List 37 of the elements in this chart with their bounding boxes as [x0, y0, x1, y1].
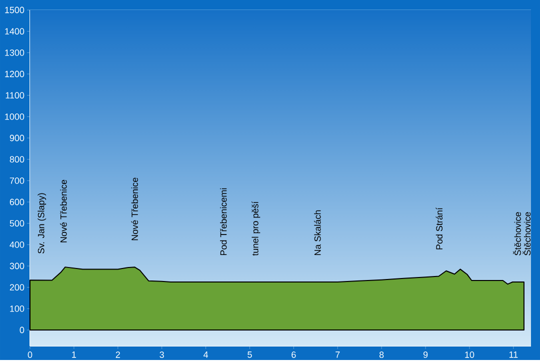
y-tick-label: 200 — [10, 284, 24, 290]
y-tick-label: 1400 — [5, 28, 24, 34]
y-tick-label: 400 — [10, 241, 24, 248]
annotation: Pod Třebenicemi — [220, 188, 227, 255]
annotation: Pod Strání — [436, 207, 443, 250]
annotation: Štěchovice — [522, 212, 531, 256]
x-tick-label: 1 — [72, 351, 76, 358]
y-tick-label: 1300 — [5, 49, 24, 56]
y-tick-label: 1200 — [5, 70, 24, 78]
x-tick-label: 9 — [423, 351, 428, 358]
annotation: tunel pro pěší — [252, 201, 260, 256]
x-tick-label: 7 — [336, 351, 340, 358]
x-tick-label: 5 — [248, 351, 252, 358]
y-tick-label: 500 — [10, 220, 24, 226]
x-tick-label: 10 — [465, 351, 474, 358]
x-tick-label: 4 — [203, 351, 208, 358]
annotation: Štěchovice — [512, 212, 521, 256]
y-tick-label: 1100 — [6, 92, 24, 98]
x-tick-label: 8 — [379, 351, 384, 358]
x-tick-label: 6 — [292, 351, 296, 358]
y-tick-label: 100 — [10, 305, 24, 312]
y-tick-label: 700 — [10, 177, 24, 184]
y-tick-label: 900 — [10, 134, 24, 142]
x-tick-label: 0 — [28, 351, 32, 358]
x-tick-label: 11 — [509, 351, 518, 358]
x-tick-label: 3 — [160, 351, 164, 358]
x-tick-label: 2 — [116, 351, 120, 358]
y-tick-label: 1500 — [5, 6, 24, 14]
y-tick-label: 300 — [10, 262, 24, 270]
annotation: Na Skalách — [314, 210, 321, 255]
y-tick-label: 1000 — [5, 113, 24, 120]
annotation: Nové Třebenice — [131, 178, 138, 240]
y-tick-label: 0 — [20, 326, 24, 334]
annotation: Nové Třebenice — [60, 180, 67, 242]
annotation: Sv. Jan (Slapy) — [38, 193, 46, 254]
y-tick-label: 600 — [10, 198, 24, 206]
y-tick-label: 800 — [10, 156, 24, 162]
